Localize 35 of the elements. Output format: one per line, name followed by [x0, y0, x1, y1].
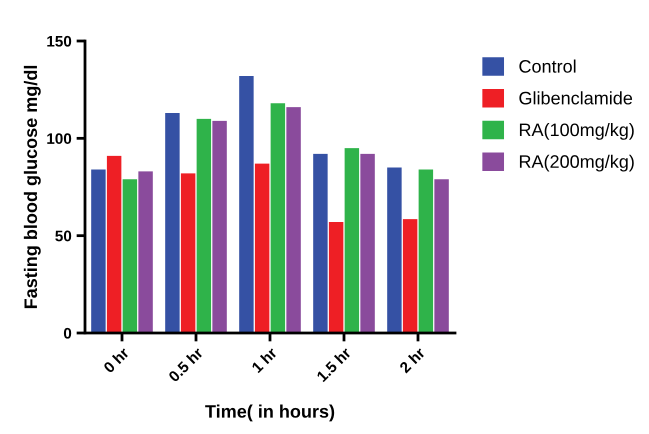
bar: [254, 164, 270, 333]
bar: [270, 103, 286, 333]
bar: [91, 169, 106, 333]
bar: [138, 171, 153, 333]
bar: [106, 156, 122, 333]
bar: [313, 154, 328, 333]
y-tick-label: 150: [47, 36, 72, 47]
bar: [165, 113, 180, 333]
bar: [239, 76, 254, 333]
y-tick-label: 50: [55, 230, 72, 242]
x-tick-label: 0 hr: [102, 346, 130, 374]
x-tick-label: 1.5 hr: [316, 346, 352, 382]
bar: [196, 118, 212, 333]
bar: [418, 169, 434, 333]
x-tick-label: 2 hr: [398, 346, 426, 374]
bar: [434, 179, 449, 333]
bar: [212, 120, 227, 333]
bar: [122, 179, 138, 333]
bar: [180, 173, 196, 333]
legend-label: RA(200mg/kg): [520, 154, 634, 172]
bar: [328, 222, 344, 333]
legend-label: Control: [519, 60, 576, 73]
bar: [402, 219, 418, 333]
bar: [387, 168, 402, 333]
y-tick-label: 100: [47, 133, 72, 144]
legend-label: RA(100mg/kg): [520, 122, 634, 140]
x-tick-label: 1 hr: [250, 346, 278, 374]
y-axis-title: Fasting blood glucose mg/dl: [24, 66, 41, 308]
bar: [286, 107, 301, 333]
x-axis-title: Time( in hours): [205, 404, 334, 422]
bar: [344, 148, 360, 333]
x-tick-label: 0.5 hr: [168, 346, 204, 383]
y-tick-label: 0: [64, 328, 72, 339]
bar: [360, 154, 375, 333]
legend-label: Glibenclamide: [519, 91, 632, 105]
